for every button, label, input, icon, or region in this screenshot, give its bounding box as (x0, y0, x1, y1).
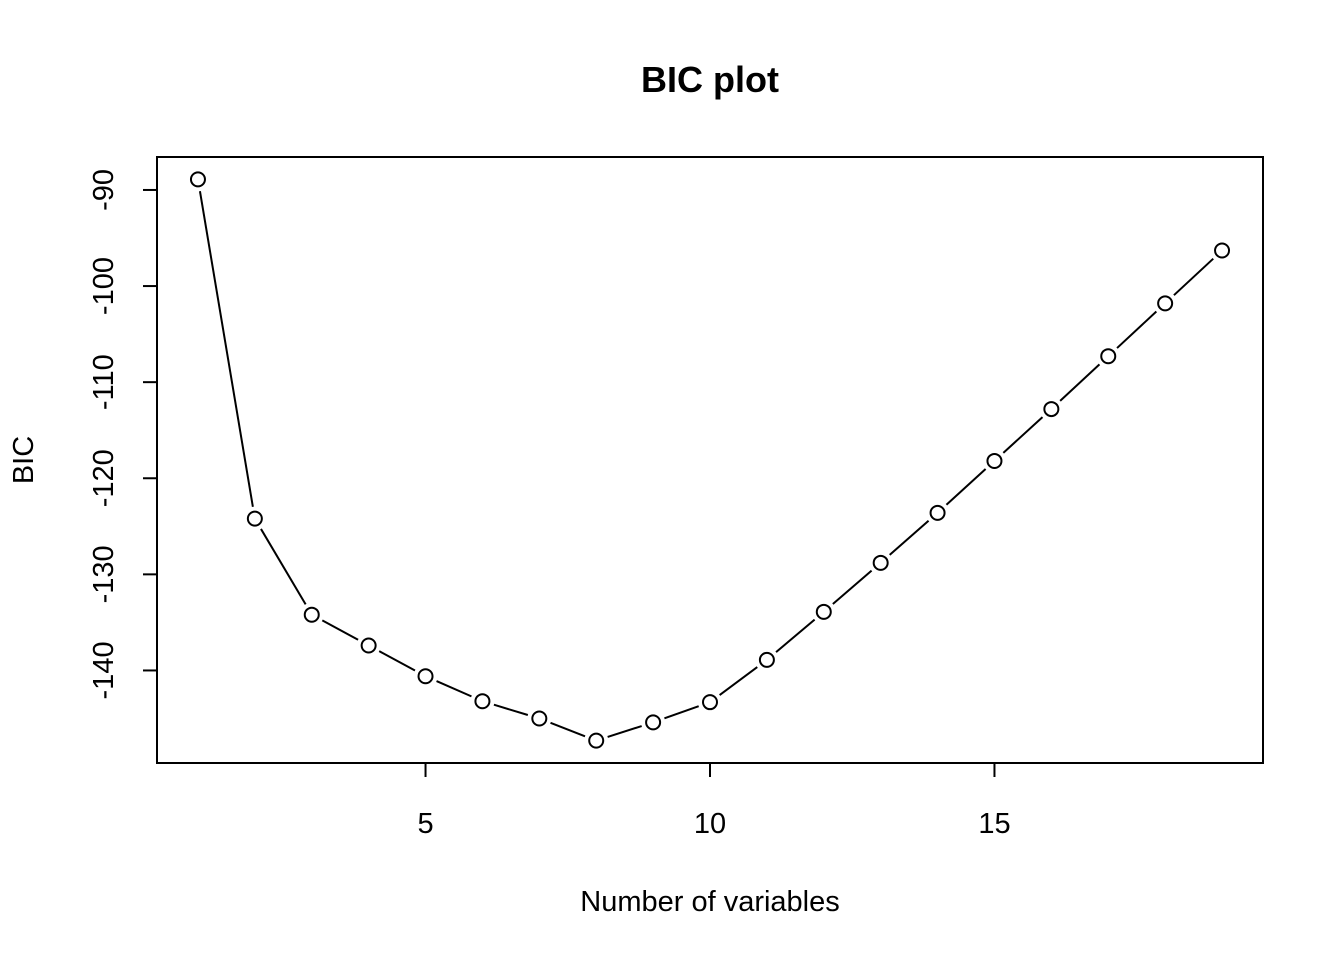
data-point-9 (645, 714, 662, 731)
plot-frame (156, 156, 1264, 764)
data-point-7 (531, 710, 548, 727)
x-tick-label-2: 15 (978, 808, 1010, 840)
line-segment-1 (198, 191, 254, 507)
y-tick-label-5: -140 (88, 641, 120, 699)
line-segment-14 (945, 468, 987, 506)
series-line (198, 191, 1214, 738)
line-segment-2 (260, 528, 307, 605)
y-tick-label-2: -110 (88, 354, 120, 410)
line-segment-7 (550, 721, 586, 738)
line-segment-3 (321, 619, 359, 641)
data-point-10 (702, 694, 718, 711)
line-segment-18 (1173, 257, 1214, 296)
y-tick-label-4: -130 (88, 545, 120, 603)
line-segment-10 (719, 666, 758, 696)
line-segment-9 (664, 705, 700, 720)
data-point-14 (929, 504, 946, 521)
x-tick-label-1: 10 (694, 808, 726, 840)
x-tick-label-0: 5 (417, 808, 433, 840)
line-segment-8 (607, 725, 642, 738)
data-point-15 (986, 452, 1003, 469)
data-point-13 (872, 554, 889, 571)
line-segment-5 (436, 680, 472, 698)
data-point-17 (1100, 348, 1117, 365)
data-point-12 (815, 603, 832, 620)
y-axis-label: BIC (8, 436, 40, 484)
x-axis: 5 10 15 (417, 763, 1011, 840)
y-tick-label-3: -120 (88, 449, 120, 507)
data-point-19 (1214, 242, 1231, 259)
data-point-8 (588, 732, 605, 749)
series-points (189, 171, 1231, 749)
x-axis-label: Number of variables (580, 886, 840, 918)
line-segment-6 (493, 703, 529, 716)
data-point-5 (417, 668, 434, 685)
data-point-16 (1043, 401, 1060, 418)
data-point-2 (246, 510, 263, 527)
line-segment-11 (775, 618, 816, 653)
data-point-3 (303, 606, 320, 623)
data-point-6 (474, 693, 491, 710)
data-point-1 (189, 171, 206, 188)
line-segment-12 (832, 569, 873, 605)
data-point-18 (1157, 295, 1174, 312)
data-point-11 (758, 651, 775, 668)
line-segment-17 (1116, 310, 1158, 349)
y-axis: -90 -100 -110 -120 -130 -140 (88, 169, 157, 699)
data-point-4 (360, 637, 377, 654)
y-tick-label-0: -90 (88, 169, 120, 211)
chart-title: BIC plot (641, 59, 779, 100)
y-tick-label-1: -100 (88, 257, 120, 315)
line-segment-15 (1002, 416, 1044, 454)
line-segment-16 (1059, 363, 1101, 402)
line-segment-13 (889, 520, 930, 556)
line-segment-4 (378, 650, 416, 672)
